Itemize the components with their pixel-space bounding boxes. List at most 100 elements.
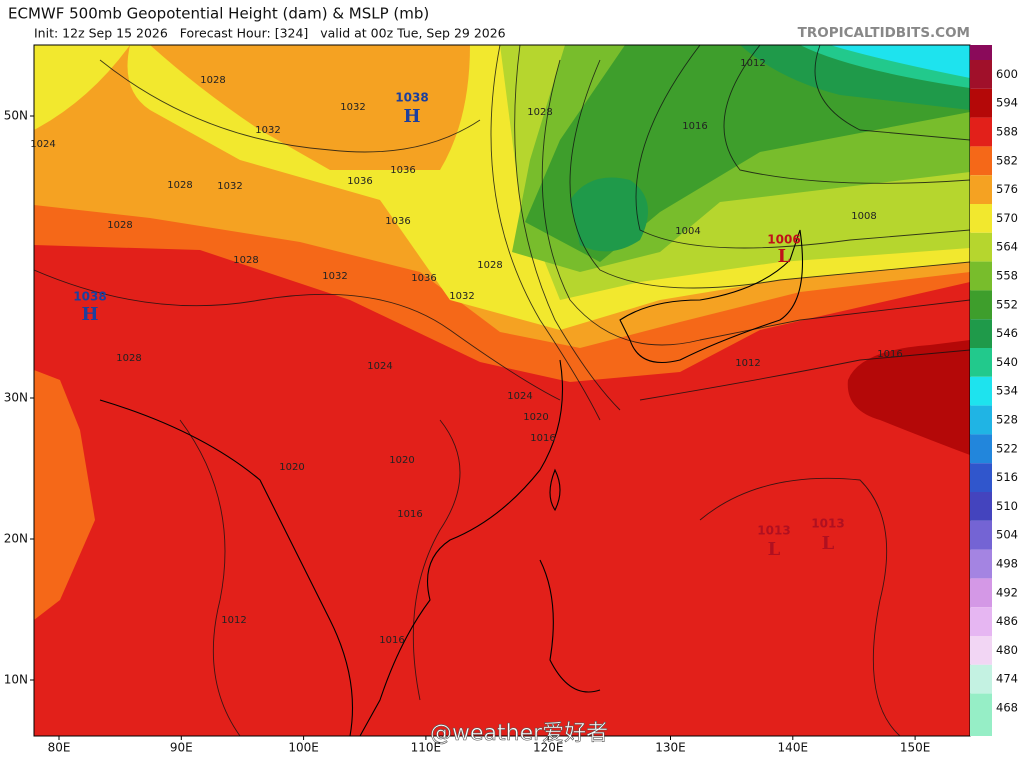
lat-label: 10N [4,673,28,687]
colorbar-label: 480 [996,643,1018,657]
isobar-label: 1012 [735,358,760,369]
isobar-label: 1028 [200,75,225,86]
lon-label: 100E [288,741,319,755]
watermark: @weather爱好者 [430,721,608,746]
isobar-label: 1004 [675,226,700,237]
colorbar-swatch [970,376,992,406]
lat-label: 30N [4,391,28,405]
lon-label: 90E [170,741,193,755]
isobar-label: 1036 [390,165,415,176]
colorbar-label: 594 [996,96,1018,110]
pressure-symbol: L [768,539,781,560]
colorbar-swatch [970,463,992,492]
colorbar-swatch [970,607,992,636]
colorbar-swatch [970,146,992,176]
colorbar-label: 528 [996,413,1018,427]
title: ECMWF 500mb Geopotential Height (dam) & … [8,5,429,23]
colorbar-label: 558 [996,269,1018,283]
colorbar-label: 474 [996,672,1018,686]
isobar-label: 1016 [530,433,555,444]
colorbar-label: 516 [996,470,1018,484]
colorbar-label: 564 [996,240,1018,254]
colorbar-label: 504 [996,528,1018,542]
colorbar-swatch [970,434,992,464]
colorbar-label: 600 [996,67,1018,81]
isobar-label: 1032 [217,181,242,192]
colorbar-label: 522 [996,441,1018,455]
colorbar-label: 468 [996,701,1018,715]
isobar-label: 1028 [527,107,552,118]
colorbar-label: 546 [996,326,1018,340]
colorbar-label: 588 [996,125,1018,139]
isobar-label: 1024 [507,391,532,402]
isobar-label: 1012 [740,58,765,69]
isobar-label: 1032 [322,271,347,282]
colorbar-swatch [970,520,992,550]
pressure-value: 1006 [767,233,800,247]
colorbar-label: 552 [996,297,1018,311]
colorbar-swatch [970,88,992,118]
colorbar-swatch [970,664,992,694]
colorbar-label: 492 [996,585,1018,599]
colorbar-swatch [970,60,992,89]
colorbar-swatch [970,175,992,204]
pressure-symbol: H [403,106,420,127]
lon-label: 140E [778,741,809,755]
subtitle: Init: 12z Sep 15 2026 Forecast Hour: [32… [34,26,506,41]
colorbar-swatch [970,232,992,262]
isobar-label: 1016 [379,635,404,646]
isobar-label: 1020 [389,455,414,466]
colorbar-label: 498 [996,557,1018,571]
isobar-label: 1028 [167,180,192,191]
colorbar-swatch [970,261,992,291]
isobar-label: 1036 [347,176,372,187]
isobar-label: 1032 [340,102,365,113]
isobar-label: 1016 [397,509,422,520]
colorbar-swatch [970,578,992,608]
colorbar: 600 594 588 582 576 570 564 558 552 546 540 534 528 5… [970,45,1018,736]
lon-label: 150E [900,741,931,755]
colorbar-label: 510 [996,499,1018,513]
map-area [33,44,971,737]
pressure-symbol: H [81,304,98,325]
credit: TROPICALTIDBITS.COM [798,25,970,41]
colorbar-label: 486 [996,614,1018,628]
pressure-value: 1013 [811,517,844,531]
pressure-value: 1038 [395,91,428,105]
isobar-label: 1028 [107,220,132,231]
isobar-label: 1024 [367,361,392,372]
isobar-label: 1036 [385,216,410,227]
colorbar-label: 534 [996,384,1018,398]
isobar-label: 1008 [851,211,876,222]
isobar-label: 1016 [682,121,707,132]
isobar-label: 1020 [523,412,548,423]
lon-label: 80E [48,741,71,755]
pressure-symbol: L [822,533,835,554]
isobar-label: 1020 [279,462,304,473]
colorbar-swatch [970,492,992,521]
isobar-label: 1024 [30,139,55,150]
pressure-symbol: L [778,246,791,267]
isobar-label: 1036 [411,273,436,284]
colorbar-swatch [970,636,992,665]
colorbar-swatch [970,549,992,579]
lat-label: 50N [4,109,28,123]
colorbar-label: 576 [996,182,1018,196]
isobar-label: 1028 [116,353,141,364]
pressure-value: 1038 [73,290,106,304]
pressure-value: 1013 [757,524,790,538]
isobar-label: 1032 [449,291,474,302]
isobar-label: 1028 [233,255,258,266]
colorbar-label: 582 [996,153,1018,167]
colorbar-swatch [970,204,992,233]
colorbar-swatch [970,348,992,377]
isobar-label: 1028 [477,260,502,271]
lon-label: 110E [411,741,442,755]
colorbar-swatch [970,693,992,736]
lon-label: 130E [655,741,686,755]
colorbar-swatch [970,405,992,435]
colorbar-swatch [970,319,992,348]
colorbar-swatch [970,117,992,147]
colorbar-swatch [970,290,992,320]
